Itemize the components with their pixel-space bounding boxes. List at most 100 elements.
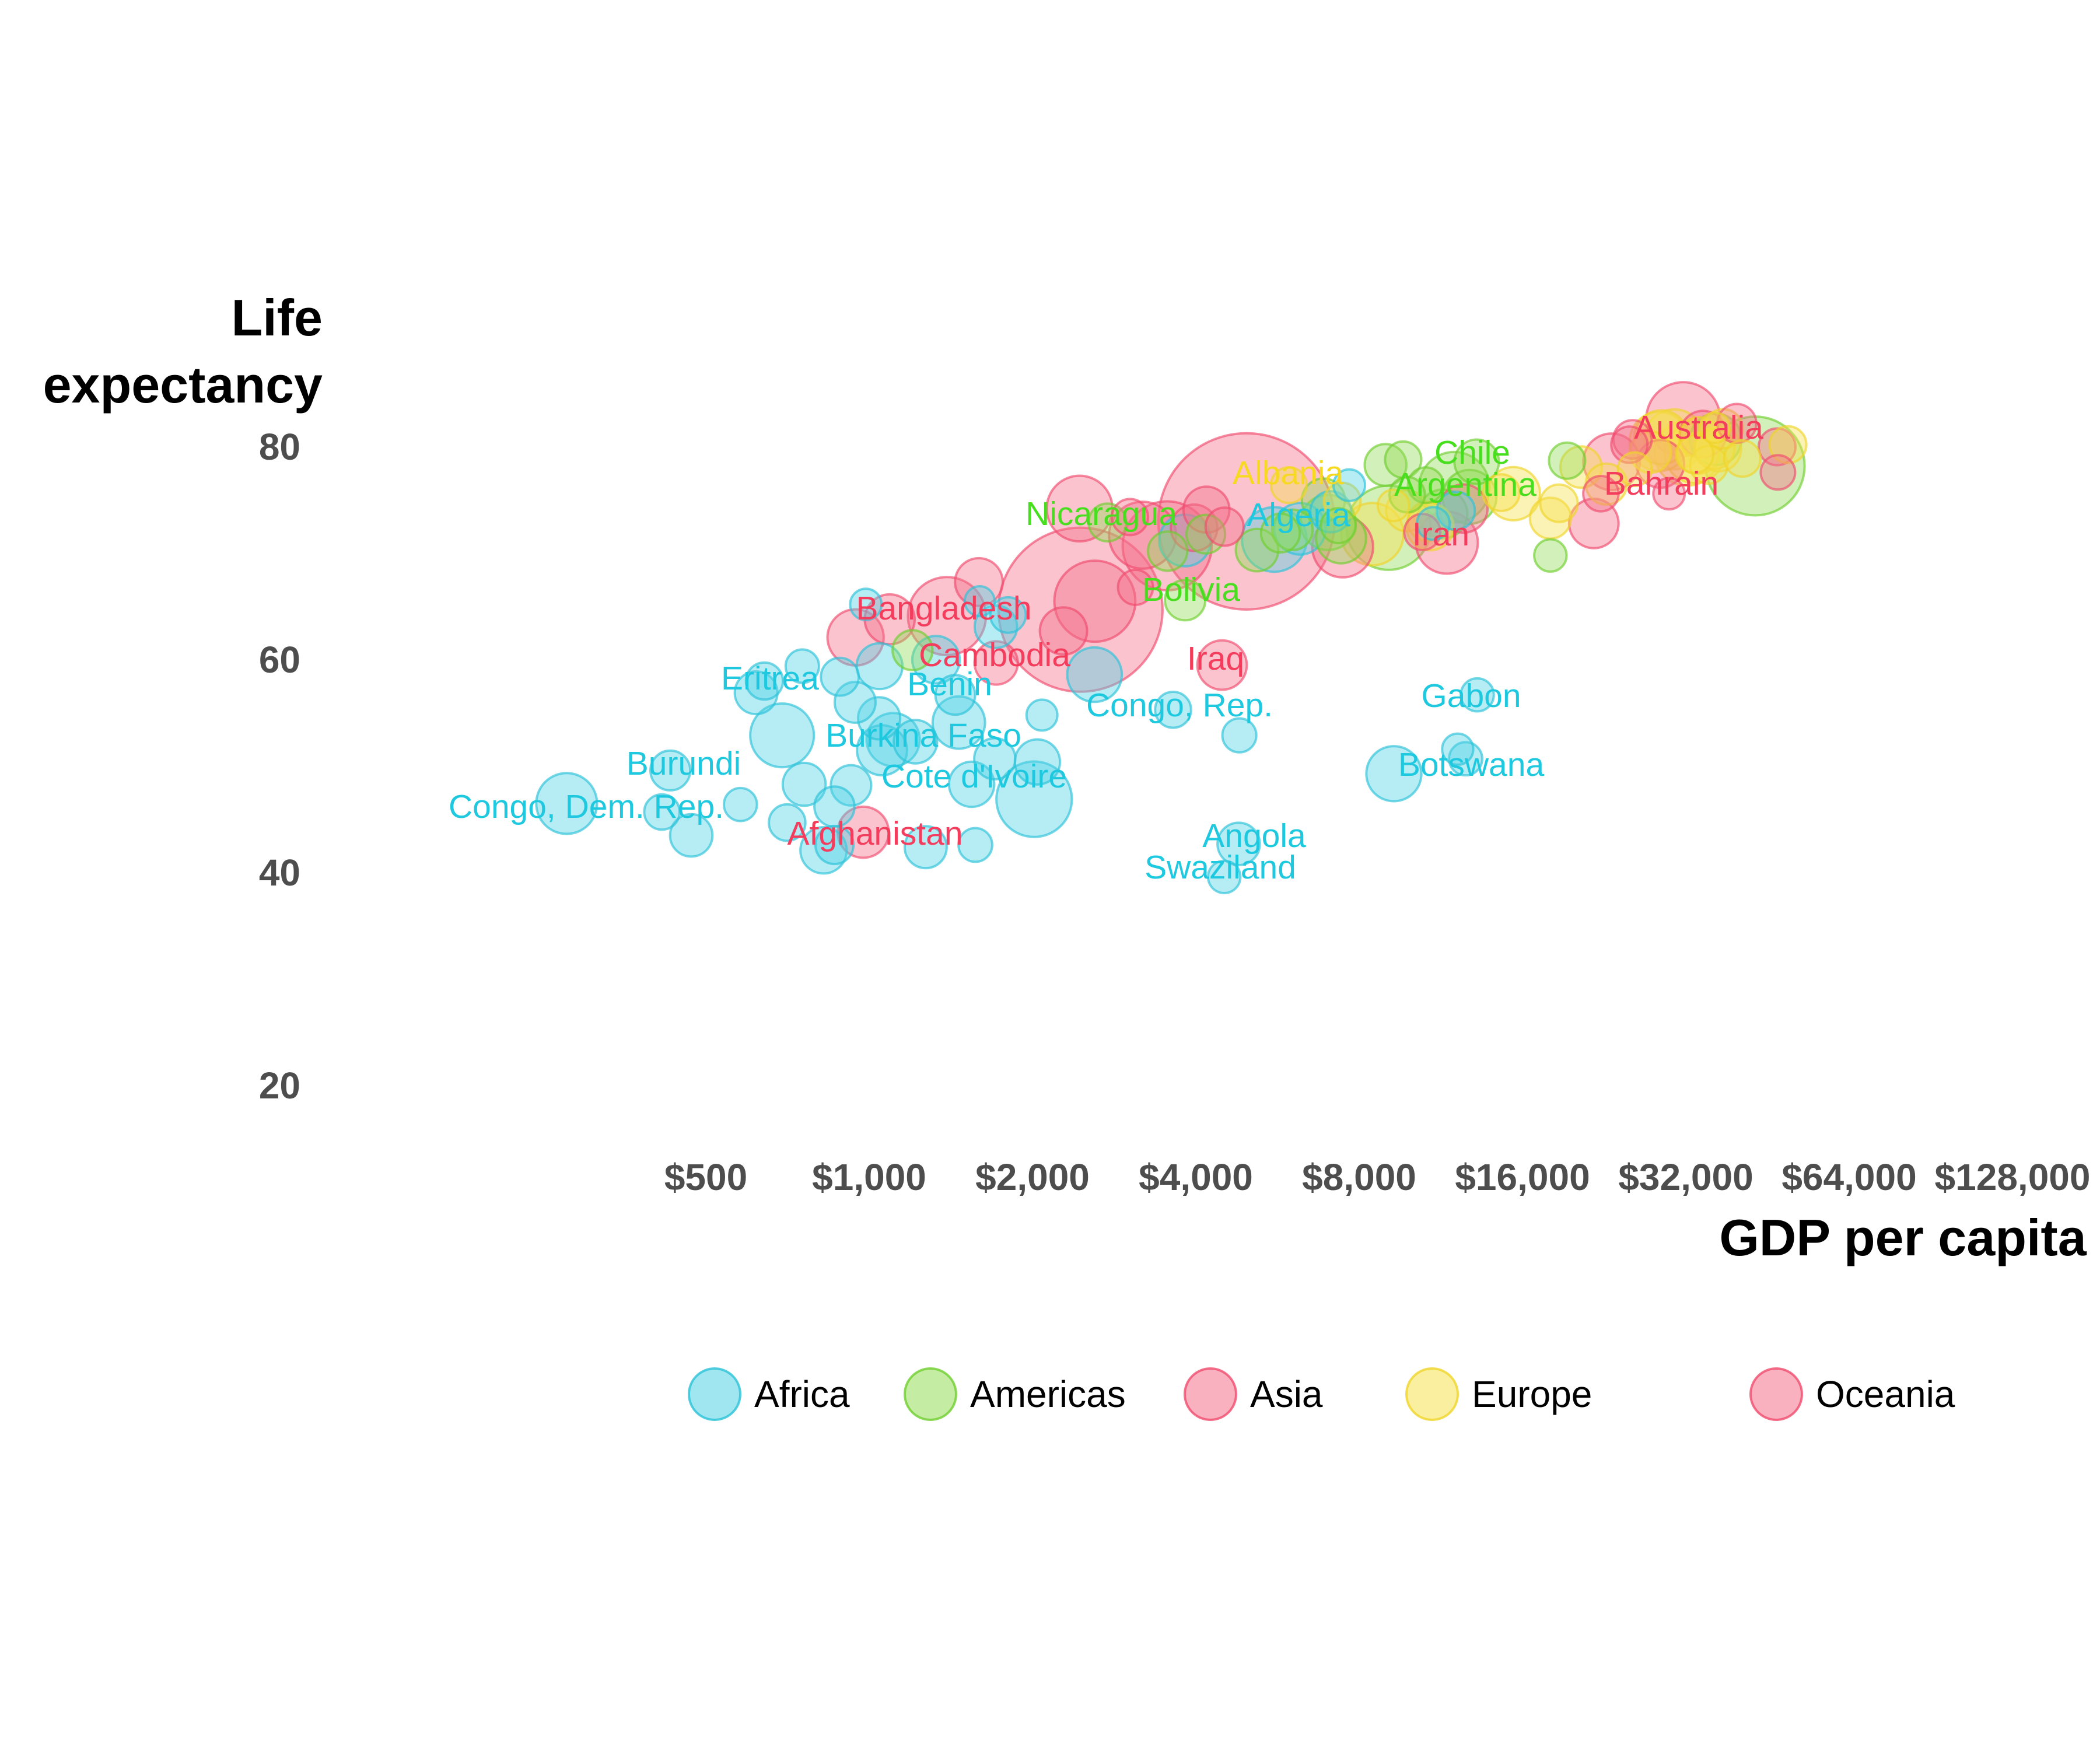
bubble-benin xyxy=(934,674,977,716)
x-tick-64000: $64,000 xyxy=(1782,1156,1916,1198)
bubble-mauritania xyxy=(989,596,1027,634)
y-tick-80: 80 xyxy=(259,426,300,468)
legend-label-africa: Africa xyxy=(754,1373,850,1415)
bubble-iceland xyxy=(1698,411,1731,444)
bubble-lesotho xyxy=(957,827,993,863)
legend-label-asia: Asia xyxy=(1250,1373,1323,1415)
bubble-cote-d-ivoire xyxy=(947,760,996,808)
country-label-australia: Australia xyxy=(1634,409,1763,446)
bubble-kuwait xyxy=(1759,454,1797,491)
bubble-equatorial-guinea xyxy=(1441,732,1475,766)
bubble-trinidad-and-tobago xyxy=(1533,538,1568,573)
bubble-hong-kong-china xyxy=(1716,402,1758,444)
country-label-bahrain: Bahrain xyxy=(1604,465,1718,502)
bubble-israel xyxy=(1612,419,1653,460)
bubble-burundi xyxy=(649,749,692,792)
x-tick-16000: $16,000 xyxy=(1455,1156,1590,1198)
y-axis-title-line1: Life xyxy=(232,289,323,346)
bubble-poland xyxy=(1485,466,1542,522)
bubble-djibouti xyxy=(1025,698,1059,732)
bubble-sudan xyxy=(1066,646,1124,704)
bubble-sierra-leone xyxy=(814,824,855,866)
country-label-argentina: Argentina xyxy=(1394,466,1536,503)
bubble-jamaica xyxy=(1320,507,1357,544)
bubble-yemen-rep xyxy=(1038,606,1088,656)
bubble-guinea xyxy=(833,681,877,724)
country-label-albania: Albania xyxy=(1233,454,1343,492)
bubble-montenegro xyxy=(1376,488,1410,523)
legend-swatch-americas xyxy=(904,1367,957,1421)
country-label-cote-d-ivoire: Cote d'Ivoire xyxy=(881,758,1067,795)
bubble-angola xyxy=(1216,821,1261,866)
bubble-ghana xyxy=(911,635,961,685)
bubble-ireland xyxy=(1723,439,1762,478)
legend-swatch-europe xyxy=(1405,1367,1459,1421)
bubble-malawi xyxy=(781,761,827,807)
country-label-nicaragua: Nicaragua xyxy=(1026,495,1177,533)
country-label-eritrea: Eritrea xyxy=(721,660,819,697)
bubble-mongolia xyxy=(1116,568,1154,606)
country-label-congo-dem-rep: Congo, Dem. Rep. xyxy=(449,788,724,825)
bubble-chad xyxy=(973,737,1017,780)
bubble-jordan xyxy=(1204,506,1245,547)
country-label-bolivia: Bolivia xyxy=(1142,571,1240,608)
bubble-lebanon xyxy=(1403,513,1442,551)
y-tick-20: 20 xyxy=(259,1065,300,1107)
bubble-burkina-faso xyxy=(892,719,939,765)
bubble-croatia xyxy=(1482,473,1521,512)
country-labels-layer: Afghanistan Albania Algeria Angola Argentina… xyxy=(449,409,1763,886)
y-axis-tick-labels: 80 60 40 20 xyxy=(259,426,300,1107)
bubble-liberia xyxy=(643,793,681,831)
bubble-india xyxy=(997,526,1164,693)
bubble-slovenia xyxy=(1616,451,1653,488)
country-label-algeria: Algeria xyxy=(1247,496,1350,534)
bubble-norway xyxy=(1768,425,1808,464)
bubble-albania xyxy=(1269,466,1308,505)
bubble-guatemala xyxy=(1234,527,1280,573)
y-tick-40: 40 xyxy=(259,852,300,894)
bubble-pakistan xyxy=(1053,559,1137,643)
bubble-gambia xyxy=(784,648,821,684)
y-tick-60: 60 xyxy=(259,639,300,681)
x-tick-32000: $32,000 xyxy=(1618,1156,1753,1198)
bubble-south-africa xyxy=(1365,745,1423,803)
bubble-west-bank-and-gaza xyxy=(1111,498,1150,537)
legend: Africa Americas Asia Europe Oceania xyxy=(688,1367,1955,1421)
bubble-eritrea xyxy=(744,661,785,701)
bubble-sao-tome-and-principe xyxy=(963,585,996,618)
bubble-vietnam xyxy=(1045,474,1114,543)
bubble-bosnia-and-herzegovina xyxy=(1322,481,1362,521)
country-label-botswana: Botswana xyxy=(1398,746,1545,783)
country-label-congo-rep: Congo, Rep. xyxy=(1086,687,1273,724)
country-label-benin: Benin xyxy=(907,666,992,703)
legend-swatch-asia xyxy=(1184,1367,1237,1421)
x-tick-1000: $1,000 xyxy=(812,1156,926,1198)
country-label-iraq: Iraq xyxy=(1187,640,1244,677)
bubble-congo-dem-rep xyxy=(535,772,598,835)
bubble-ethiopia xyxy=(749,702,816,769)
bubbles-layer xyxy=(535,381,1808,895)
bubble-cambodia xyxy=(973,640,1019,686)
bubble-mali xyxy=(856,696,902,741)
bubble-namibia xyxy=(1221,717,1258,754)
bubble-congo-rep xyxy=(1154,691,1192,729)
bubble-comoros xyxy=(849,587,883,621)
country-label-gabon: Gabon xyxy=(1421,677,1521,715)
bubble-togo xyxy=(820,656,860,697)
x-tick-8000: $8,000 xyxy=(1302,1156,1416,1198)
bubble-iraq xyxy=(1196,639,1248,691)
x-tick-128000: $128,000 xyxy=(1935,1156,2091,1198)
x-axis-title: GDP per capita xyxy=(1719,1209,2087,1266)
bubble-libya xyxy=(1436,490,1476,531)
bubble-bolivia xyxy=(1164,579,1207,622)
bubble-reunion xyxy=(1332,468,1367,502)
bubble-swaziland xyxy=(1207,859,1242,895)
bubble-slovak-republic xyxy=(1539,483,1579,523)
bubble-guinea-bissau xyxy=(723,786,758,822)
country-label-cambodia: Cambodia xyxy=(919,636,1070,674)
x-tick-500: $500 xyxy=(664,1156,747,1198)
bubble-finland xyxy=(1675,434,1714,474)
bubble-nicaragua xyxy=(1087,502,1128,542)
country-label-swaziland: Swaziland xyxy=(1144,849,1296,886)
